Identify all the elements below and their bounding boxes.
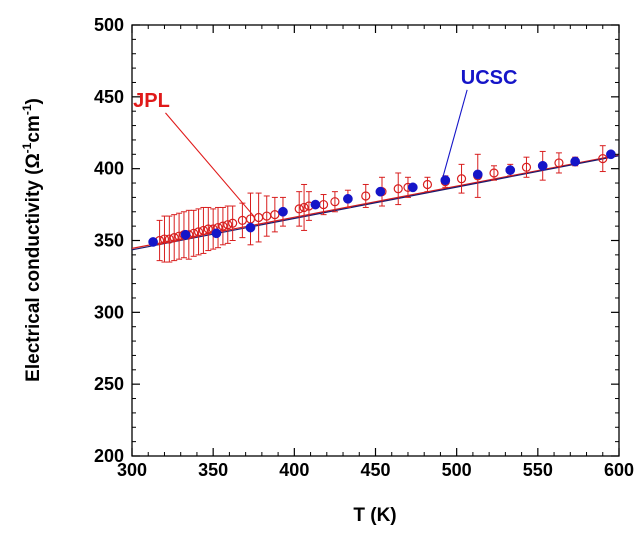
jpl-point — [164, 234, 174, 244]
jpl-point — [598, 154, 608, 164]
jpl-point — [521, 162, 532, 172]
ucsc-point — [278, 206, 288, 217]
jpl-point — [198, 225, 209, 236]
jpl-point — [218, 221, 228, 231]
ucsc-point — [606, 149, 616, 160]
jpl-point — [299, 202, 309, 213]
x-tick-label-350: 350 — [198, 460, 228, 480]
jpl-point — [193, 227, 204, 237]
ucsc-label: UCSC — [461, 67, 518, 89]
y-tick-label-400: 400 — [94, 159, 124, 179]
jpl-point — [223, 220, 233, 230]
jpl-point — [330, 197, 340, 207]
jpl-error-bars — [156, 145, 606, 263]
ucsc-point — [505, 165, 516, 175]
jpl-point — [393, 184, 403, 194]
ucsc-point — [537, 160, 548, 171]
axis-ticks: 300 350 400 450 500 550 600 200 250 300 350 400 450 5… — [94, 15, 634, 480]
jpl-leader-line — [165, 112, 255, 217]
x-tick-label-400: 400 — [279, 460, 309, 480]
fit-line-2 — [132, 155, 619, 251]
y-axis-title: Electrical conductivity (Ω-1cm-1) — [20, 98, 44, 382]
jpl-point — [554, 158, 564, 168]
y-tick-label-350: 350 — [94, 231, 124, 251]
jpl-point — [159, 234, 170, 244]
x-tick-label-600: 600 — [604, 460, 634, 480]
x-axis-title: T (K) — [353, 505, 396, 526]
ucsc-point — [407, 182, 418, 193]
ucsc-point — [343, 193, 353, 204]
x-tick-label-300: 300 — [117, 460, 147, 480]
ucsc-point — [472, 169, 483, 180]
jpl-point — [294, 204, 304, 214]
plot-frame — [131, 24, 620, 457]
jpl-point — [203, 224, 213, 234]
ucsc-leader-line — [441, 89, 468, 181]
ucsc-point — [245, 222, 256, 233]
x-tick-label-500: 500 — [442, 460, 472, 480]
ucsc-point — [310, 199, 321, 210]
ucsc-point — [148, 237, 158, 247]
jpl-point — [489, 168, 499, 178]
ucsc-point — [375, 186, 386, 197]
jpl-point — [456, 174, 467, 184]
jpl-point — [422, 179, 433, 190]
y-tick-label-300: 300 — [94, 302, 124, 322]
series-annotations: JPL UCSC — [133, 67, 518, 217]
y-tick-label-450: 450 — [94, 87, 124, 107]
jpl-point — [270, 210, 280, 220]
y-tick-label-250: 250 — [94, 374, 124, 394]
x-tick-label-550: 550 — [523, 460, 553, 480]
jpl-point — [361, 191, 371, 201]
ucsc-point — [180, 229, 191, 240]
jpl-point — [169, 233, 179, 243]
jpl-label: JPL — [133, 90, 170, 112]
y-tick-label-500: 500 — [94, 15, 124, 35]
x-tick-label-450: 450 — [360, 460, 390, 480]
ucsc-point — [211, 228, 222, 239]
jpl-point — [228, 218, 238, 228]
ucsc-point — [570, 156, 581, 167]
data-points — [148, 149, 616, 247]
y-tick-label-200: 200 — [94, 446, 124, 466]
